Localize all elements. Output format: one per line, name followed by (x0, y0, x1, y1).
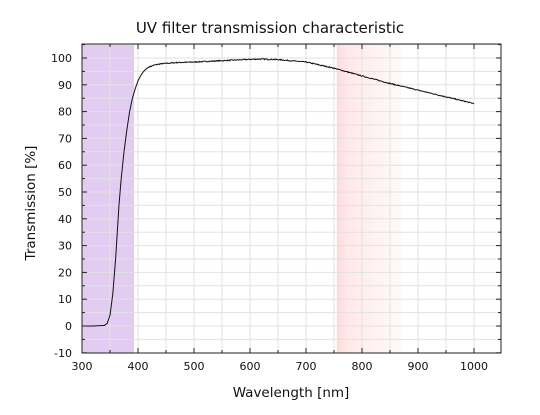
y-tick-label-0: 0 (65, 320, 72, 333)
x-tick-labels: 300 400 500 600 700 800 900 1000 (72, 360, 489, 373)
y-tick-labels: -10 0 10 20 30 40 50 60 70 80 90 100 (51, 52, 72, 360)
x-tick-label-300: 300 (72, 360, 93, 373)
plot-frame (81, 43, 502, 354)
axis-ticks (81, 44, 501, 354)
y-axis-label: Transmission [%] (23, 146, 39, 262)
y-tick-label-20: 20 (58, 266, 72, 279)
y-tick-label-50: 50 (58, 186, 72, 199)
y-tick-label-10: 10 (58, 293, 72, 306)
shaded-regions (82, 44, 402, 353)
grid-lines (82, 44, 501, 353)
y-tick-label-90: 90 (58, 79, 72, 92)
y-tick-label-60: 60 (58, 159, 72, 172)
transmission-curve (82, 58, 475, 327)
shaded-region-2 (336, 44, 402, 353)
y-tick-label-40: 40 (58, 213, 72, 226)
shaded-region-1 (82, 44, 135, 353)
y-tick-label-80: 80 (58, 106, 72, 119)
y-tick-label-30: 30 (58, 240, 72, 253)
y-tick-label--10: -10 (54, 347, 72, 360)
x-tick-label-700: 700 (296, 360, 317, 373)
y-tick-label-100: 100 (51, 52, 72, 65)
x-axis-label: Wavelength [nm] (233, 385, 350, 401)
x-tick-label-400: 400 (128, 360, 149, 373)
chart-title: UV filter transmission characteristic (136, 19, 404, 37)
x-tick-label-1000: 1000 (460, 360, 488, 373)
y-tick-label-70: 70 (58, 132, 72, 145)
x-tick-label-600: 600 (240, 360, 261, 373)
x-tick-label-900: 900 (408, 360, 429, 373)
x-tick-label-500: 500 (184, 360, 205, 373)
x-tick-label-800: 800 (352, 360, 373, 373)
